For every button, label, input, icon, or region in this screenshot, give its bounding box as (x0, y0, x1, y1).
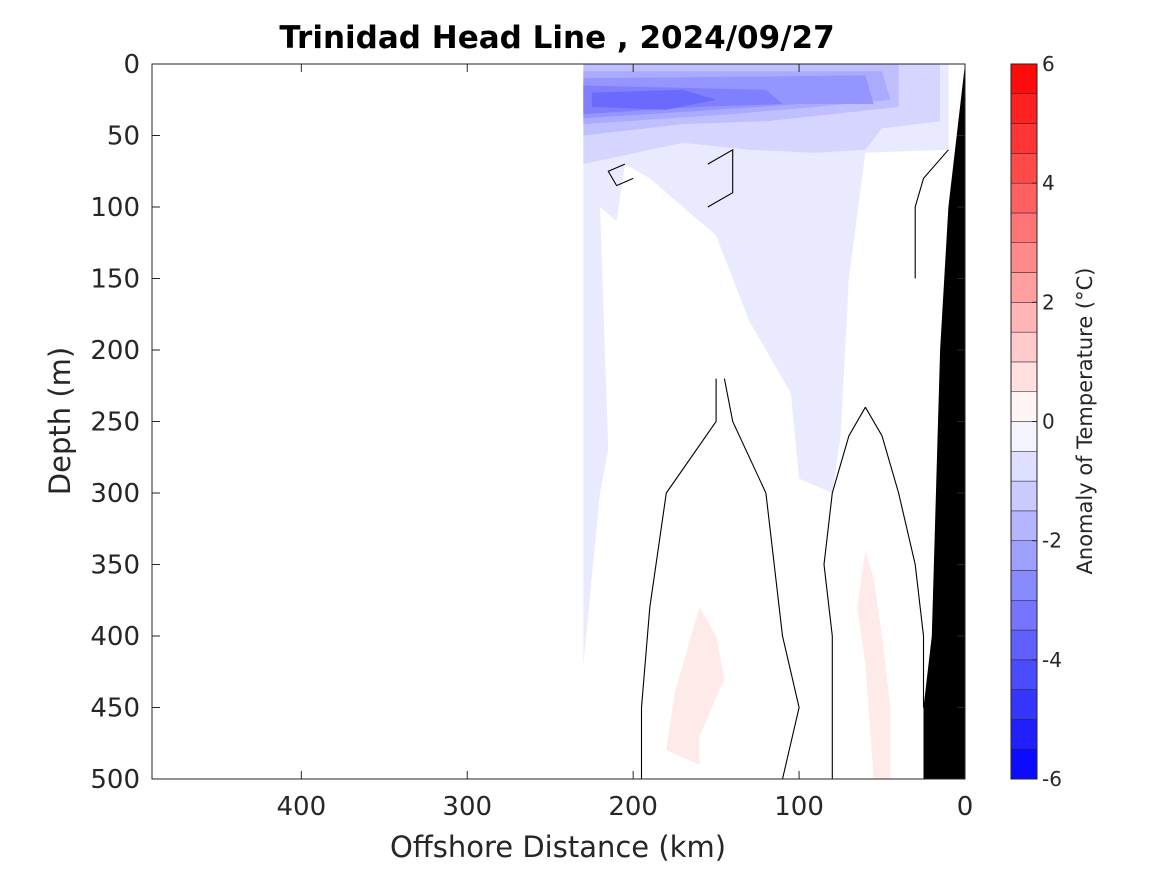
x-tick-label: 400 (277, 792, 327, 822)
x-tick-label: 200 (608, 792, 658, 822)
zero-contour-1 (723, 378, 800, 779)
y-tick-label: 300 (90, 479, 140, 509)
colorbar-bin (1010, 570, 1038, 601)
colorbar-bin (1010, 182, 1038, 214)
anomaly-region-6 (591, 89, 717, 110)
zero-contour-0 (640, 378, 717, 779)
zero-contour-2 (823, 406, 866, 779)
y-axis-ticks: 0 50 100 150 200 250 300 350 400 450 500 (90, 50, 965, 795)
colorbar-bin (1010, 153, 1038, 184)
colorbar-bin (1010, 689, 1038, 720)
colorbar-bin (1010, 391, 1038, 422)
zero-contour-lines (607, 148, 949, 779)
zero-contour-6 (914, 149, 949, 279)
x-tick-label: 0 (957, 792, 974, 822)
colorbar-bin (1010, 748, 1038, 780)
colorbar-bin (1010, 719, 1038, 750)
colorbar-bin (1010, 212, 1038, 243)
colorbar-bin (1010, 242, 1038, 273)
colorbar-bin (1010, 272, 1038, 303)
x-axis-ticks: 400 300 200 100 0 (277, 64, 974, 822)
y-tick-label: 500 (90, 765, 140, 795)
colorbar-bin (1010, 600, 1038, 631)
y-tick-label: 150 (90, 265, 140, 295)
colorbar-bin (1010, 63, 1038, 95)
colorbar-bin (1010, 302, 1038, 333)
y-axis-label: Depth (m) (43, 347, 77, 495)
colorbar-bin (1010, 331, 1038, 363)
x-tick-label: 300 (442, 792, 492, 822)
colorbar-bin (1010, 480, 1038, 512)
colorbar-bin (1010, 510, 1038, 541)
y-tick-label: 0 (123, 50, 140, 80)
colorbar-bin (1010, 629, 1038, 661)
zero-contour-5 (607, 163, 634, 187)
colorbar-bin (1010, 421, 1038, 452)
anomaly-fill-regions (583, 64, 949, 779)
y-tick-label: 450 (90, 694, 140, 724)
colorbar-tick-label: 2 (1042, 290, 1055, 314)
colorbar-tick-label: 4 (1042, 171, 1055, 195)
anomaly-region-7 (666, 607, 725, 765)
colorbar-tick-label: -4 (1042, 648, 1062, 672)
colorbar-tick-label: 6 (1042, 52, 1055, 76)
y-tick-label: 400 (90, 622, 140, 652)
y-tick-label: 100 (90, 193, 140, 223)
y-tick-label: 250 (90, 408, 140, 438)
seafloor-mask (923, 64, 965, 779)
colorbar-bin (1010, 361, 1038, 392)
colorbar-bin (1010, 659, 1038, 690)
colorbar: 6 4 2 0 -2 -4 -6 (1010, 52, 1062, 791)
x-tick-label: 100 (774, 792, 824, 822)
colorbar-tick-label: -2 (1042, 529, 1062, 553)
colorbar-label: Anomaly of Temperature (°C) (1073, 268, 1097, 575)
y-tick-label: 50 (107, 122, 140, 152)
chart-title: Trinidad Head Line , 2024/09/27 (279, 20, 834, 56)
colorbar-tick-label: 0 (1042, 410, 1055, 434)
colorbar-bin (1010, 93, 1038, 124)
zero-contour-4 (707, 148, 734, 208)
zero-contour-3 (864, 406, 925, 708)
anomaly-region-0 (583, 64, 949, 665)
colorbar-bin (1010, 540, 1038, 571)
x-axis-label: Offshore Distance (km) (390, 830, 726, 864)
y-tick-label: 200 (90, 336, 140, 366)
anomaly-region-8 (857, 550, 891, 779)
y-tick-label: 350 (90, 551, 140, 581)
bathymetry-layer (923, 64, 965, 779)
colorbar-tick-label: -6 (1042, 767, 1062, 791)
colorbar-bin (1010, 451, 1038, 482)
colorbar-bin (1010, 123, 1038, 154)
